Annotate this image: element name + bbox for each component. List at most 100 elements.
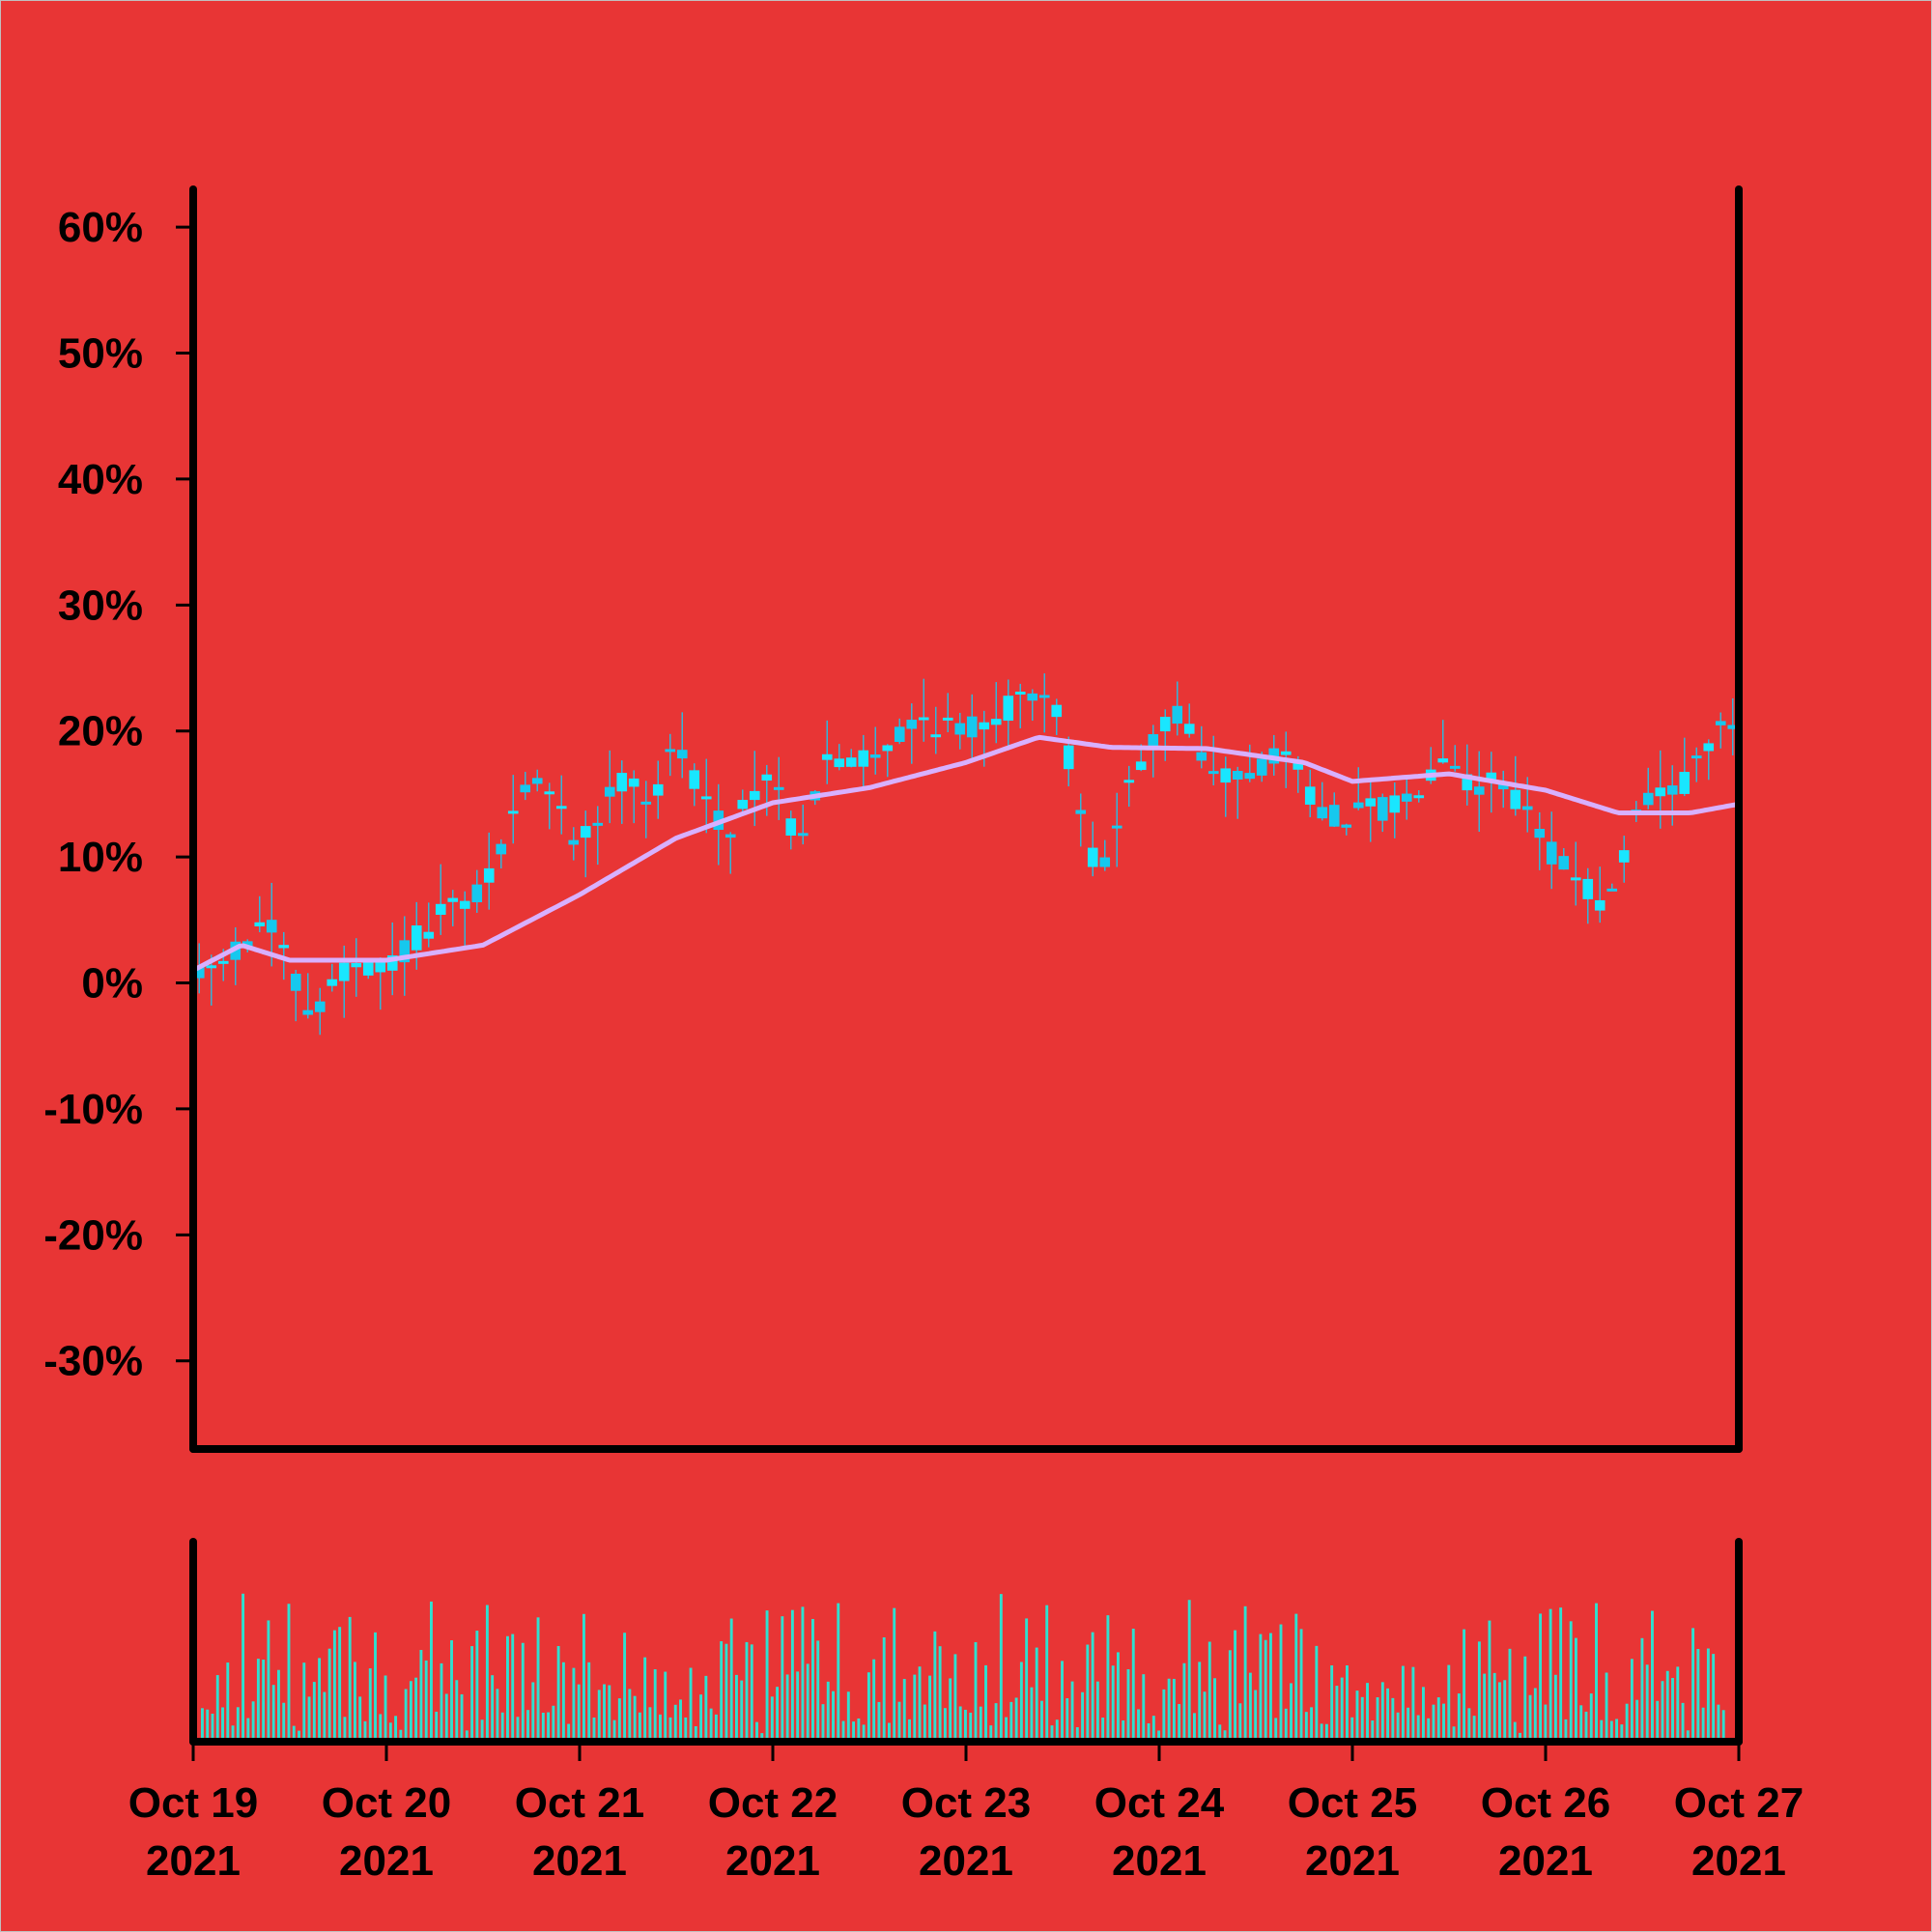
volume-bar	[541, 1712, 545, 1742]
candle-body	[676, 750, 688, 759]
volume-bar	[435, 1711, 439, 1742]
candle-body	[1497, 781, 1509, 790]
candle	[555, 775, 567, 835]
volume-bar	[943, 1708, 947, 1742]
volume-bar	[521, 1642, 525, 1742]
candle-body	[689, 770, 700, 789]
candle-body	[894, 726, 905, 743]
candle-body	[785, 818, 797, 836]
candle	[338, 945, 350, 1018]
volume-bar	[1523, 1656, 1527, 1742]
candle	[1099, 839, 1111, 871]
volume-bar	[1117, 1652, 1120, 1742]
candle-body	[979, 722, 990, 730]
candle-body	[761, 774, 773, 781]
volume-bar	[928, 1675, 932, 1742]
volume-bar	[1005, 1717, 1009, 1742]
volume-bar	[414, 1677, 418, 1742]
volume-bar	[1137, 1709, 1140, 1742]
volume-bar	[1386, 1688, 1390, 1742]
candle-body	[834, 758, 845, 768]
volume-bar	[1472, 1716, 1476, 1742]
volume-bar	[1533, 1688, 1537, 1742]
x-tick-label-year: 2021	[1112, 1837, 1207, 1885]
candle	[1352, 767, 1364, 810]
candle-body	[724, 834, 736, 838]
volume-bar	[450, 1640, 453, 1742]
volume-bar	[444, 1693, 448, 1742]
moving-average-line	[191, 734, 1740, 973]
x-tick-label-year: 2021	[1498, 1837, 1593, 1885]
volume-bar	[735, 1674, 738, 1742]
volume-bar	[902, 1679, 906, 1742]
volume-bar	[1081, 1691, 1085, 1742]
candle	[1183, 703, 1195, 738]
candle-body	[616, 773, 628, 792]
candle	[507, 775, 519, 844]
volume-bar	[323, 1691, 327, 1742]
volume-bar	[307, 1696, 311, 1742]
volume-bar	[832, 1690, 835, 1742]
volume-bar	[867, 1672, 870, 1742]
volume-bar	[1162, 1689, 1166, 1742]
volume-bar	[862, 1724, 866, 1742]
candle-body	[1341, 824, 1352, 828]
candle-body	[193, 965, 205, 979]
candle	[640, 781, 652, 838]
volume-bar	[704, 1675, 708, 1742]
candle-body	[1172, 705, 1183, 724]
candle-body	[1123, 780, 1135, 783]
volume-bar	[1030, 1687, 1034, 1742]
volume-bar	[1539, 1613, 1543, 1742]
candle	[966, 694, 978, 762]
volume-bar	[348, 1616, 352, 1742]
volume-bar	[1366, 1683, 1369, 1742]
volume-bar	[1396, 1712, 1400, 1742]
x-tick-label-year: 2021	[146, 1837, 241, 1885]
candle	[580, 810, 591, 878]
candle	[1679, 737, 1690, 797]
volume-bar	[801, 1606, 805, 1742]
candle	[616, 760, 628, 824]
volume-bar	[877, 1701, 881, 1742]
candle-body	[1655, 787, 1666, 797]
volume-bar	[1269, 1633, 1272, 1742]
volume-bar	[1609, 1720, 1613, 1742]
volume-bar	[643, 1657, 647, 1742]
volume-bar	[480, 1719, 484, 1742]
volume-bar	[1706, 1648, 1710, 1742]
volume-bar	[1575, 1637, 1577, 1742]
volume-bar	[979, 1706, 982, 1742]
candle-body	[942, 717, 953, 721]
candle-body	[386, 955, 398, 971]
candle	[1244, 744, 1256, 782]
volume-bar	[1681, 1702, 1685, 1742]
candle-body	[1256, 758, 1267, 776]
candle-body	[496, 843, 507, 855]
candle-body	[1510, 789, 1521, 810]
candle	[302, 973, 314, 1019]
volume-bar	[1589, 1693, 1593, 1742]
candle	[1014, 683, 1026, 728]
candle-body	[351, 962, 362, 968]
volume-bar	[470, 1646, 474, 1742]
volume-bar	[1422, 1687, 1425, 1742]
volume-bar	[332, 1630, 336, 1742]
candle	[954, 712, 966, 750]
candle	[1063, 736, 1074, 787]
volume-bar	[379, 1714, 383, 1742]
volume-bar	[394, 1716, 398, 1742]
volume-bar	[806, 1663, 810, 1742]
volume-bar	[1371, 1720, 1375, 1742]
volume-bar	[938, 1646, 942, 1742]
volume-bar	[1151, 1716, 1155, 1742]
volume-bar	[714, 1714, 718, 1742]
volume-bar	[318, 1658, 322, 1742]
volume-bar	[1218, 1724, 1222, 1742]
volume-bar	[1605, 1672, 1608, 1742]
candle	[1497, 770, 1509, 809]
volume-bar	[1498, 1682, 1501, 1742]
candle	[314, 987, 326, 1036]
candle-body	[302, 1009, 314, 1015]
